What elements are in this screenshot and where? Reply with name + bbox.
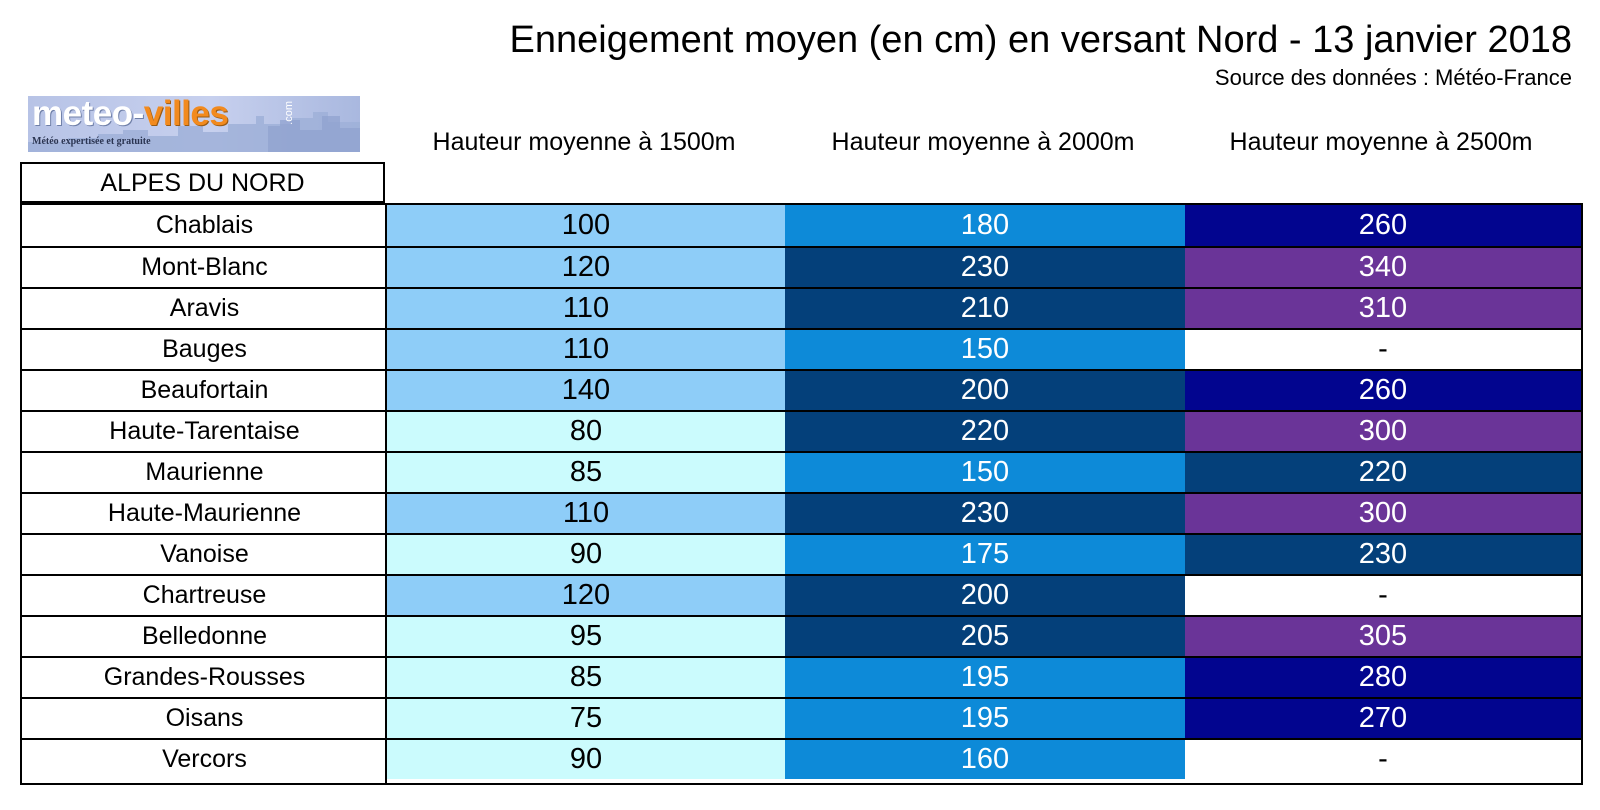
row-label: Belledonne: [141, 622, 268, 650]
row-label: Beaufortain: [140, 376, 269, 404]
table-row: Bauges 110 150-: [22, 328, 1581, 369]
value-cell-2000m: 150: [785, 330, 1185, 369]
value-cell-2000m: 150: [785, 453, 1185, 492]
row-label: Haute-Tarentaise: [109, 417, 300, 445]
table-row: Chartreuse 120 200-: [22, 574, 1581, 615]
meteo-villes-logo: meteo-villes .com Météo expertisée et gr…: [28, 96, 360, 152]
row-label: Aravis: [169, 294, 240, 322]
column-header-1500m: Hauteur moyenne à 1500m: [432, 128, 736, 156]
value-cell-2500m: 300: [1185, 494, 1581, 533]
value-cell-2500m: 305: [1185, 617, 1581, 656]
row-label: Oisans: [165, 704, 244, 732]
value-cell-2000m: 230: [785, 248, 1185, 287]
row-label: Haute-Maurienne: [107, 499, 302, 527]
value-cell-1500m: 140: [387, 371, 785, 410]
logo-wordmark-part2: villes: [143, 96, 229, 133]
table-row: Belledonne 95 205 305: [22, 615, 1581, 656]
value-cell-1500m: 90: [387, 535, 785, 574]
value-cell-2500m: -: [1185, 740, 1581, 779]
column-header-2000m: Hauteur moyenne à 2000m: [831, 128, 1135, 156]
table-row: Chablais 100 180 260: [22, 205, 1581, 246]
source-note: Source des données : Météo-France: [1214, 65, 1572, 90]
value-cell-2000m: 195: [785, 658, 1185, 697]
value-cell-2000m: 175: [785, 535, 1185, 574]
value-cell-1500m: 85: [387, 453, 785, 492]
logo-skyline-graphic: [28, 112, 360, 152]
value-cell-1500m: 80: [387, 412, 785, 451]
row-label: Vanoise: [160, 540, 249, 568]
row-label: Maurienne: [145, 458, 264, 486]
table-row: Oisans 75 195 270: [22, 697, 1581, 738]
table-row: Vanoise 90 175 230: [22, 533, 1581, 574]
value-cell-1500m: 110: [387, 289, 785, 328]
logo-wordmark: meteo-villes: [32, 96, 229, 134]
value-cell-2500m: 260: [1185, 371, 1581, 410]
table-row: Haute-Maurienne 110 230 300: [22, 492, 1581, 533]
value-cell-1500m: 85: [387, 658, 785, 697]
row-label: Vercors: [162, 745, 247, 773]
value-cell-1500m: 120: [387, 576, 785, 615]
value-cell-2500m: 280: [1185, 658, 1581, 697]
column-header-2500m: Hauteur moyenne à 2500m: [1229, 128, 1533, 156]
row-label: Bauges: [162, 335, 247, 363]
value-cell-2500m: -: [1185, 330, 1581, 369]
row-label: Mont-Blanc: [141, 253, 268, 281]
value-cell-2000m: 195: [785, 699, 1185, 738]
logo-wordmark-part1: meteo-: [32, 96, 144, 133]
value-cell-2000m: 200: [785, 371, 1185, 410]
value-cell-1500m: 100: [387, 205, 785, 246]
value-cell-2000m: 200: [785, 576, 1185, 615]
row-label: Chablais: [155, 211, 254, 239]
row-label: Chartreuse: [142, 581, 267, 609]
value-cell-2000m: 205: [785, 617, 1185, 656]
table-row: Maurienne 85 150 220: [22, 451, 1581, 492]
value-cell-2500m: 310: [1185, 289, 1581, 328]
value-cell-2000m: 230: [785, 494, 1185, 533]
value-cell-2500m: 260: [1185, 205, 1581, 246]
value-cell-2000m: 160: [785, 740, 1185, 779]
value-cell-2000m: 180: [785, 205, 1185, 246]
value-cell-1500m: 110: [387, 330, 785, 369]
logo-tagline: Météo expertisée et gratuite: [32, 136, 151, 147]
logo-com: .com: [283, 101, 295, 125]
value-cell-1500m: 95: [387, 617, 785, 656]
table-row: Vercors 90 160-: [22, 738, 1581, 779]
snow-depth-table: Chablais 100 180 260 Mont-Blanc 120 230 340 Arav…: [20, 203, 1583, 785]
value-cell-1500m: 90: [387, 740, 785, 779]
table-row: Haute-Tarentaise 80 220 300: [22, 410, 1581, 451]
value-cell-2500m: 300: [1185, 412, 1581, 451]
value-cell-2000m: 210: [785, 289, 1185, 328]
region-header: ALPES DU NORD: [20, 162, 385, 203]
table-row: Mont-Blanc 120 230 340: [22, 246, 1581, 287]
value-cell-2500m: 340: [1185, 248, 1581, 287]
chart-title: Enneigement moyen (en cm) en versant Nor…: [509, 19, 1572, 61]
value-cell-1500m: 120: [387, 248, 785, 287]
value-cell-1500m: 110: [387, 494, 785, 533]
value-cell-2500m: -: [1185, 576, 1581, 615]
column-divider: [385, 205, 387, 783]
table-row: Beaufortain 140 200 260: [22, 369, 1581, 410]
value-cell-1500m: 75: [387, 699, 785, 738]
value-cell-2000m: 220: [785, 412, 1185, 451]
row-label: Grandes-Rousses: [103, 663, 306, 691]
value-cell-2500m: 270: [1185, 699, 1581, 738]
value-cell-2500m: 230: [1185, 535, 1581, 574]
value-cell-2500m: 220: [1185, 453, 1581, 492]
table-row: Grandes-Rousses 85 195 280: [22, 656, 1581, 697]
